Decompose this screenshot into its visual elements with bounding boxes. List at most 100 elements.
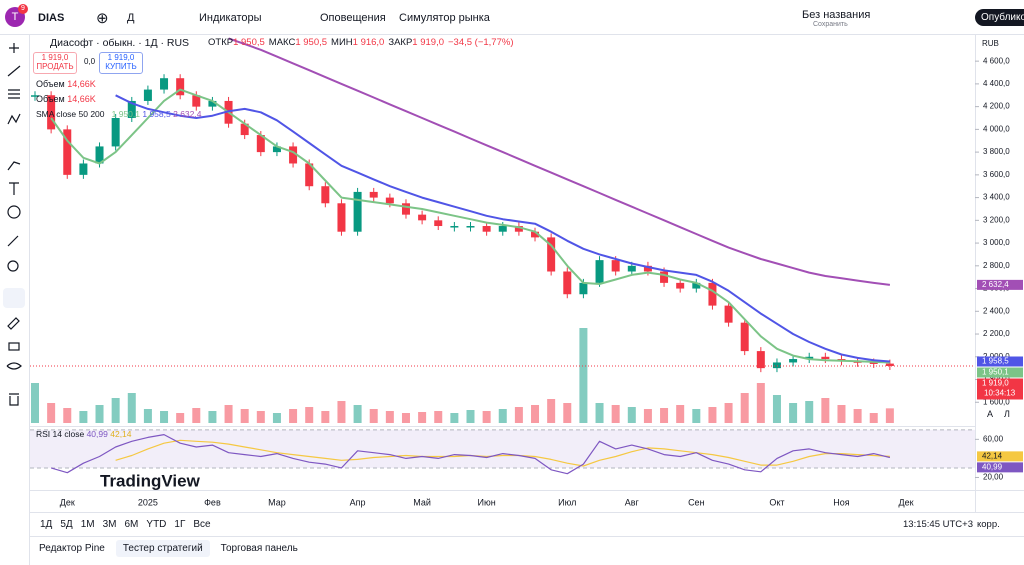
sell-price: 1 919,0	[41, 53, 69, 62]
candle	[482, 226, 491, 232]
y-tick-label: 2 200,0	[983, 329, 1010, 338]
candle	[47, 95, 56, 130]
volume-bar	[224, 405, 233, 423]
timeframe[interactable]: Все	[193, 519, 211, 530]
rsi-tag-label: 40,99	[982, 462, 1003, 471]
volume-bar	[547, 399, 556, 423]
x-tick-label: Июн	[478, 497, 496, 507]
candle	[256, 135, 265, 153]
sell-button[interactable]: 1 919,0 ПРОДАТЬ	[33, 52, 77, 74]
ohlc-label: ОТКР	[208, 37, 234, 48]
candle	[627, 265, 636, 272]
candle	[369, 191, 378, 198]
x-tick-label: Дек	[60, 497, 75, 507]
volume-bar	[660, 408, 669, 423]
timeframe[interactable]: 1Д	[40, 519, 53, 530]
adjust[interactable]: корр.	[977, 519, 1000, 530]
badge: 9	[18, 4, 28, 14]
volume-bar	[724, 403, 733, 423]
volume-bar	[240, 409, 249, 423]
rsi-value: 42,14	[110, 429, 132, 439]
volume-bar	[869, 413, 878, 423]
volume-bar	[772, 395, 781, 423]
timeframe[interactable]: 1М	[80, 519, 95, 530]
interval[interactable]: Д	[127, 12, 135, 24]
price-tag	[977, 367, 1023, 378]
sma-value: 1 958,5	[142, 109, 171, 119]
timeframe[interactable]: 3М	[102, 519, 117, 530]
ohlc-value: 1 950,5	[233, 37, 265, 48]
candle	[385, 197, 394, 204]
volume-bar	[821, 398, 830, 423]
x-tick-label: Апр	[350, 497, 366, 507]
y-tick-label: 3 200,0	[983, 215, 1010, 224]
sma-line	[115, 94, 890, 363]
axis-mode[interactable]: Л	[1004, 409, 1010, 419]
volume-bar	[79, 411, 88, 423]
candle	[79, 163, 88, 175]
add-symbol[interactable]: ⊕	[96, 10, 109, 27]
volume-legend: Объем 14,66K	[36, 79, 96, 89]
volume-bar	[401, 413, 410, 423]
y-tick-label: 4 600,0	[983, 56, 1010, 65]
candle	[143, 89, 152, 101]
volume-bar	[208, 411, 217, 423]
volume-bar	[321, 411, 330, 423]
x-tick-label: Мар	[268, 497, 286, 507]
candle	[498, 226, 507, 232]
rsi-band	[30, 429, 975, 468]
tab[interactable]: Тестер стратегий	[115, 540, 210, 557]
publish[interactable]: Опубликов	[975, 9, 1024, 26]
volume-bar	[482, 411, 491, 423]
axis-mode[interactable]: A	[987, 409, 994, 419]
drawing-tools[interactable]	[6, 43, 22, 406]
volume-bar	[305, 407, 314, 423]
sma-legend: SMA close 50 200 1 950,1 1 958,5 2 632,4	[36, 109, 201, 119]
volume-bar	[756, 383, 765, 423]
watermark: TradingView	[100, 471, 201, 490]
timeframe[interactable]: 5Д	[60, 519, 73, 530]
volume-bar	[176, 413, 185, 423]
timeframe[interactable]: YTD	[146, 519, 167, 530]
y-tick-label: 3 000,0	[983, 238, 1010, 247]
replay[interactable]: Симулятор рынка	[399, 12, 490, 24]
buy-button[interactable]: 1 919,0 КУПИТЬ	[99, 52, 143, 74]
sell-label: ПРОДАТЬ	[36, 62, 74, 71]
buy-label: КУПИТЬ	[105, 62, 137, 71]
candle	[418, 214, 427, 221]
symbol[interactable]: DIAS	[38, 12, 65, 24]
price-tag-label: 1 919,0	[982, 379, 1009, 388]
tab[interactable]: Редактор Pine	[39, 543, 105, 554]
candle	[31, 95, 39, 97]
indicators[interactable]: Индикаторы	[199, 12, 262, 24]
layout-name[interactable]: Без названия	[802, 9, 871, 21]
candle	[289, 146, 298, 164]
volume-bar	[95, 405, 104, 423]
volume-bar	[353, 405, 362, 423]
volume-bar	[256, 411, 265, 423]
candle	[111, 118, 120, 147]
y-tick-label: 3 400,0	[983, 193, 1010, 202]
volume-bar	[643, 409, 652, 423]
candle	[337, 203, 346, 232]
timeframe[interactable]: 1Г	[174, 519, 186, 530]
candle	[579, 282, 588, 295]
candle	[789, 359, 798, 363]
candle	[353, 191, 362, 232]
volume-bar	[789, 403, 798, 423]
timeframe[interactable]: 6М	[124, 519, 139, 530]
clock: 13:15:45 UTC+3	[903, 519, 973, 530]
candle	[192, 95, 201, 107]
alerts[interactable]: Оповещения	[320, 12, 386, 24]
x-tick-label: Фев	[204, 497, 221, 507]
x-tick-label: Дек	[898, 497, 913, 507]
tab[interactable]: Торговая панель	[220, 543, 298, 554]
countdown: 10:34:13	[984, 389, 1016, 398]
y-tick-label: 2 400,0	[983, 306, 1010, 315]
ohlc-label: МИН	[331, 37, 353, 48]
y-tick-label: 2 800,0	[983, 261, 1010, 270]
y-tick-label: 4 400,0	[983, 79, 1010, 88]
volume-bar	[466, 410, 475, 423]
candle	[724, 305, 733, 323]
tool-active[interactable]	[3, 288, 25, 308]
